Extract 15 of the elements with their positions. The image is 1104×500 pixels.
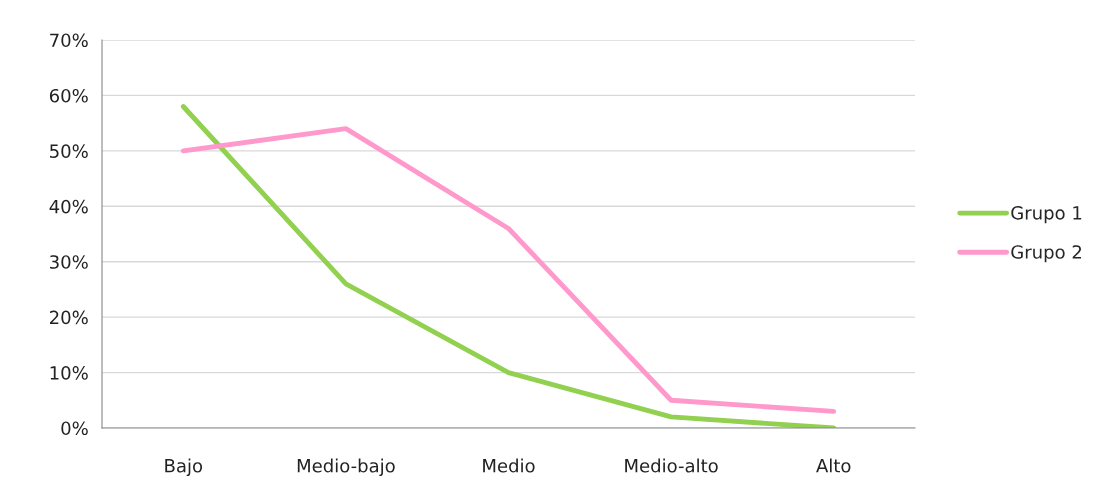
y-tick-label: 60%: [49, 88, 88, 103]
y-tick-label: 20%: [50, 310, 88, 325]
x-tick-label: Medio-bajo: [297, 458, 395, 477]
y-tick-label: 70%: [50, 33, 88, 48]
y-tick-label: 40%: [49, 199, 88, 214]
legend-label: Grupo 2: [1011, 245, 1082, 263]
x-tick-label: Alto: [816, 458, 851, 473]
legend-label: Grupo 1: [1011, 206, 1082, 224]
y-tick-label: 10%: [50, 366, 88, 380]
y-tick-label: 50%: [50, 144, 88, 158]
x-tick-label: Medio: [483, 458, 535, 473]
y-tick-label: 30%: [50, 255, 88, 269]
x-tick-label: Medio-alto: [625, 458, 718, 473]
x-tick-label: Bajo: [165, 458, 203, 477]
y-tick-label: 0%: [61, 421, 88, 436]
